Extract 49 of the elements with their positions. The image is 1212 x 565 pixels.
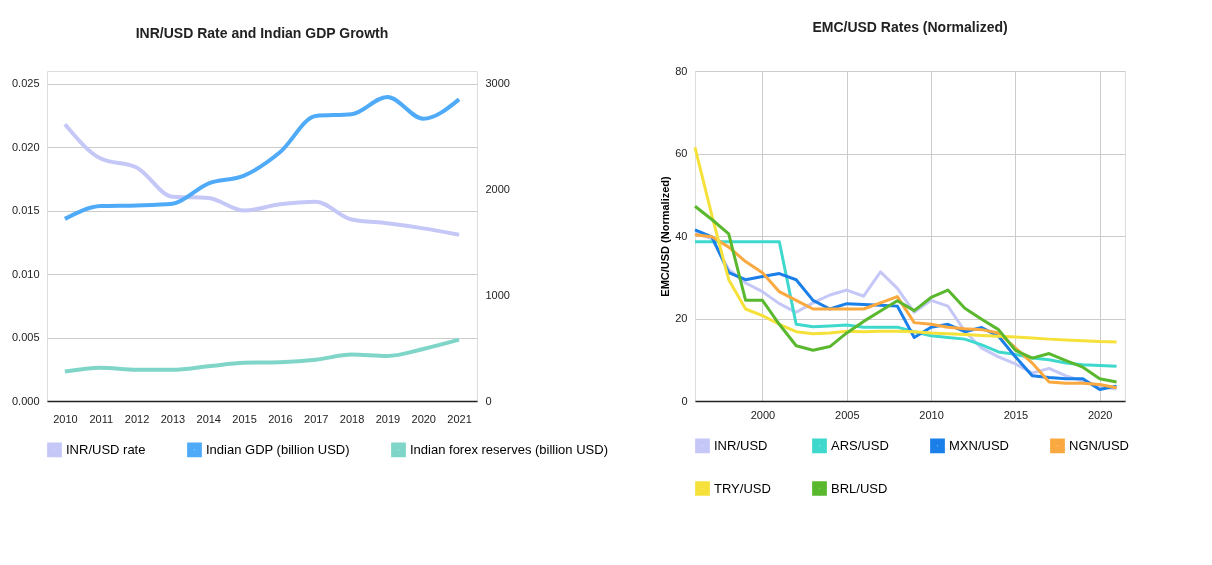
- y2-tick-label: 3000: [485, 77, 510, 90]
- x-tick-label: 2005: [835, 408, 860, 421]
- y-tick-label: 80: [675, 64, 688, 77]
- x-tick-label: 2017: [304, 412, 329, 425]
- legend-label: ARS/USD: [831, 437, 889, 453]
- y-tick-label: 0.000: [11, 394, 40, 407]
- line-series: [62, 122, 462, 237]
- legend-label: INR/USD rate: [66, 441, 146, 457]
- legend-label: BRL/USD: [831, 480, 888, 496]
- line-series: [693, 204, 1119, 384]
- legend-label: TRY/USD: [714, 480, 771, 496]
- line-series: [62, 94, 462, 221]
- x-tick-label: 2019: [375, 412, 401, 425]
- x-tick-label: 2020: [1087, 408, 1113, 421]
- legend-label: MXN/USD: [949, 437, 1009, 453]
- y-tick-label: 20: [675, 312, 688, 324]
- legend-label: INR/USD: [714, 437, 768, 453]
- x-tick-label: 2018: [339, 412, 365, 425]
- x-tick-label: 2015: [1003, 408, 1029, 421]
- y-tick-label: 0.025: [11, 77, 40, 90]
- x-tick-label: 2012: [124, 412, 150, 425]
- x-tick-label: 2010: [919, 408, 944, 421]
- y-tick-label: 0: [681, 394, 688, 407]
- y-axis-title: EMC/USD (Normalized): [659, 175, 672, 297]
- y-tick-label: 0.005: [11, 331, 40, 344]
- y-tick-label: 60: [675, 147, 688, 159]
- x-tick-label: 2000: [750, 408, 776, 421]
- chart-title: EMC/USD Rates (Normalized): [812, 19, 1008, 35]
- x-tick-label: 2011: [89, 412, 114, 425]
- x-tick-label: 2016: [268, 412, 293, 425]
- y-tick-label: 0.010: [11, 267, 40, 280]
- line-series: [693, 145, 1119, 344]
- y-tick-label: 40: [675, 229, 688, 242]
- x-tick-label: 2015: [232, 412, 257, 425]
- legend-label: Indian GDP (billion USD): [206, 441, 350, 457]
- legend-label: NGN/USD: [1069, 437, 1129, 453]
- y2-tick-label: 2000: [485, 182, 510, 195]
- legend-label: Indian forex reserves (billion USD): [410, 441, 608, 457]
- y2-tick-label: 0: [485, 394, 492, 407]
- x-tick-label: 2021: [447, 412, 472, 425]
- y-tick-label: 0.015: [11, 204, 40, 217]
- x-tick-label: 2010: [53, 412, 78, 425]
- y2-tick-label: 1000: [485, 288, 510, 301]
- y-tick-label: 0.020: [11, 140, 40, 153]
- x-tick-label: 2014: [196, 412, 221, 425]
- chart-title: INR/USD Rate and Indian GDP Growth: [135, 25, 389, 41]
- line-series: [62, 337, 462, 374]
- x-tick-label: 2020: [411, 412, 436, 425]
- x-tick-label: 2013: [160, 412, 186, 425]
